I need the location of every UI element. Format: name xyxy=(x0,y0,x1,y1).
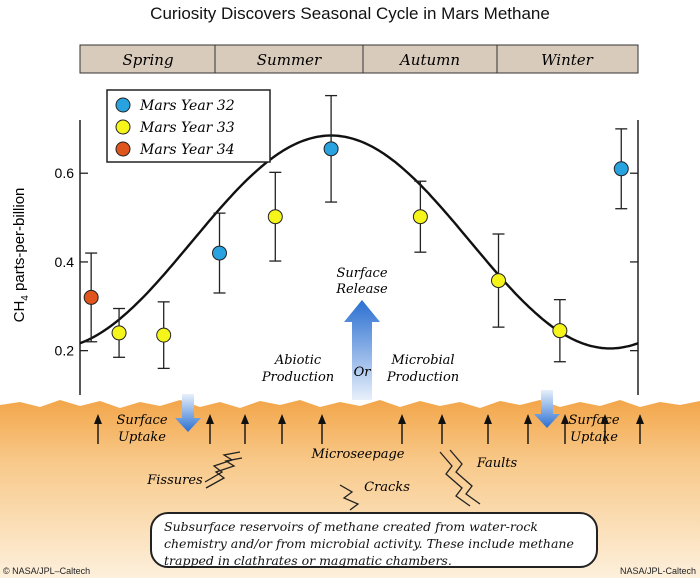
data-point-year-33 xyxy=(552,323,568,339)
microseepage-arrow xyxy=(438,414,446,424)
microseepage-arrows xyxy=(94,414,644,444)
y-tick-label: 0.2 xyxy=(55,343,75,359)
crack-line xyxy=(339,484,360,511)
credit-left: © NASA/JPL–Caltech xyxy=(3,566,91,576)
fit-curve xyxy=(79,134,639,350)
cracks-label: Cracks xyxy=(364,480,410,495)
season-spring: Spring xyxy=(122,51,173,69)
season-summer: Summer xyxy=(257,51,322,69)
microseepage-arrow xyxy=(484,414,492,424)
surface-uptake-arrow-left xyxy=(175,394,201,432)
microbial-label-1: Microbial xyxy=(390,353,454,368)
data-point-year-32 xyxy=(613,161,629,177)
season-winter: Winter xyxy=(541,51,594,69)
surface-uptake-arrow-right xyxy=(534,390,560,428)
microseepage-arrow xyxy=(636,414,644,424)
fissures-label: Fissures xyxy=(146,473,203,488)
surface-release-arrow xyxy=(344,300,380,400)
microseepage-label: Microseepage xyxy=(311,447,405,462)
fissure-line-2 xyxy=(205,457,243,489)
credit-right: NASA/JPL-Caltech xyxy=(619,566,696,576)
surface-release-label-1: Surface xyxy=(336,266,387,281)
data-point-year-33 xyxy=(156,327,172,343)
microseepage-arrow xyxy=(601,414,609,424)
surface-uptake-left-1: Surface xyxy=(116,413,167,428)
season-autumn: Autumn xyxy=(398,51,460,69)
data-point-year-33 xyxy=(111,325,127,341)
chart-title: Curiosity Discovers Seasonal Cycle in Ma… xyxy=(150,4,550,23)
microseepage-arrow xyxy=(241,414,249,424)
y-axis-label: CH4 parts-per-billion xyxy=(11,188,31,323)
data-point-year-32 xyxy=(323,141,339,157)
legend-label-year-34: Mars Year 34 xyxy=(139,142,235,158)
surface-release-label-2: Release xyxy=(335,282,388,297)
surface-uptake-right-2: Uptake xyxy=(570,430,618,445)
data-point-year-33 xyxy=(267,209,283,225)
abiotic-label-1: Abiotic xyxy=(274,353,322,368)
plot-area: 0.6 0.4 0.2 xyxy=(55,94,639,395)
legend-marker-year-32 xyxy=(115,97,131,113)
y-tick-label: 0.4 xyxy=(55,254,75,270)
legend: Mars Year 32 Mars Year 33 Mars Year 34 xyxy=(106,89,271,163)
microseepage-arrow xyxy=(561,414,569,424)
legend-marker-year-33 xyxy=(115,119,131,135)
microseepage-arrow xyxy=(524,414,532,424)
microseepage-arrow xyxy=(318,414,326,424)
data-point-year-34 xyxy=(83,289,99,305)
fault-line-2 xyxy=(449,449,481,505)
subsurface-callout: Subsurface reservoirs of methane created… xyxy=(150,512,598,568)
data-point-year-32 xyxy=(212,245,227,261)
surface-uptake-left-2: Uptake xyxy=(118,430,166,445)
y-tick-label: 0.6 xyxy=(55,165,75,181)
legend-label-year-32: Mars Year 32 xyxy=(139,98,235,114)
microbial-label-2: Production xyxy=(386,370,459,385)
microseepage-arrow xyxy=(94,414,102,424)
or-label: Or xyxy=(354,365,372,380)
microseepage-arrow xyxy=(206,414,214,424)
legend-marker-year-34 xyxy=(115,141,131,157)
legend-label-year-33: Mars Year 33 xyxy=(139,120,235,136)
surface-uptake-right-1: Surface xyxy=(568,413,619,428)
abiotic-label-2: Production xyxy=(261,370,334,385)
microseepage-arrow xyxy=(398,414,406,424)
season-bar: Spring Summer Autumn Winter xyxy=(79,44,639,74)
faults-label: Faults xyxy=(476,456,518,471)
data-point-year-33 xyxy=(412,209,428,225)
data-point-year-33 xyxy=(491,273,506,289)
fault-line xyxy=(439,451,471,507)
microseepage-arrow xyxy=(278,414,286,424)
